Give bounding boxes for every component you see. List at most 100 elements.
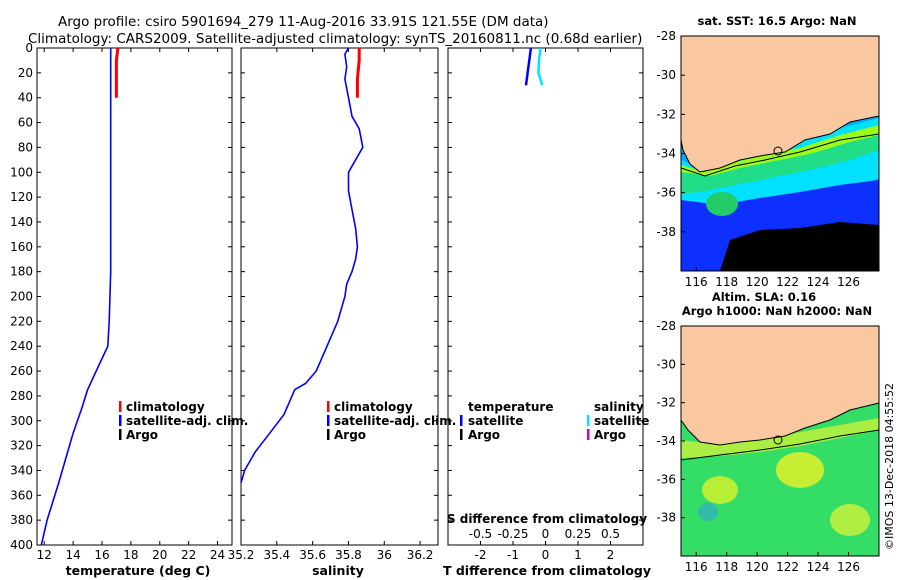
legend-swatch-climatology: [327, 401, 330, 412]
difference-plot-frame: [447, 47, 644, 546]
map-y-tick-label: -28: [656, 319, 676, 333]
map-y-tick-label: -30: [656, 357, 676, 371]
s-diff-tick-label: -0.5: [469, 527, 492, 541]
legend-label-climatology: climatology: [334, 400, 413, 414]
x-tick-label: 20: [152, 548, 167, 562]
s-diff-tick-label: 0.25: [565, 527, 592, 541]
depth-tick-label: 200: [10, 290, 33, 304]
sst-green-band: [681, 135, 879, 194]
depth-tick-label: 40: [18, 91, 33, 105]
sst-argo-marker: [773, 146, 783, 156]
legend-label-satellite: satellite-adj. clim.: [126, 414, 248, 428]
legend-swatch-satellite: [327, 415, 330, 426]
depth-tick-label: 380: [10, 513, 33, 527]
depth-tick-label: 300: [10, 414, 33, 428]
map-y-tick-label: -30: [656, 68, 676, 82]
map-y-tick-label: -34: [656, 147, 676, 161]
map-y-tick-label: -28: [656, 29, 676, 43]
imos-credit: ©IMOS 13-Dec-2018 04:55:52: [883, 383, 896, 550]
legend-swatch-t-argo: [460, 429, 463, 440]
difference-s-axis: -0.5 -0.25 0 0.25 0.5: [469, 527, 620, 541]
s-diff-tick-label: 0: [542, 527, 550, 541]
sla-yellow-patch-3: [830, 504, 870, 536]
x-tick-label: 35.2: [228, 548, 255, 562]
x-tick-label: 12: [37, 548, 52, 562]
map-y-tick-label: -36: [656, 472, 676, 486]
depth-tick-label: 80: [18, 140, 33, 154]
title-line-2: Climatology: CARS2009. Satellite-adjuste…: [28, 31, 642, 47]
map-x-tick-label: 122: [776, 275, 799, 289]
x-tick-label: 35.6: [299, 548, 326, 562]
sla-shelf-band: [681, 418, 879, 458]
sla-land: [681, 326, 879, 445]
sla-teal-patch: [698, 503, 718, 521]
x-tick-label: 16: [94, 548, 109, 562]
x-tick-label: 36.2: [407, 548, 434, 562]
depth-axis: 0 20 40 60 80 100 120 140 160 180 200 220 240 260 280 3…: [10, 41, 643, 552]
x-tick-label: 36: [377, 548, 392, 562]
sst-green-eddy: [706, 192, 738, 216]
depth-tick-label: 100: [10, 165, 33, 179]
map-x-tick-label: 126: [837, 560, 860, 574]
depth-tick-label: 140: [10, 215, 33, 229]
depth-tick-label: 400: [10, 538, 33, 552]
map-x-tick-label: 118: [715, 560, 738, 574]
legend-label-satellite: satellite-adj. clim.: [334, 414, 456, 428]
sla-argo-marker: [773, 435, 783, 445]
temperature-climatology-line: [114, 48, 120, 98]
legend-swatch-argo: [119, 429, 122, 440]
x-tick-label: 14: [65, 548, 80, 562]
depth-tick-label: 360: [10, 488, 33, 502]
depth-tick-label: 160: [10, 240, 33, 254]
sst-map-axes: 116 118 120 122 124 126 -28 -30 -32 -34 -36 -38: [656, 29, 860, 289]
map-x-tick-label: 116: [685, 275, 708, 289]
legend-label-t-satellite: satellite: [468, 414, 523, 428]
map-x-tick-label: 124: [807, 560, 830, 574]
sla-yellow-patch-2: [776, 452, 824, 488]
map-x-tick-label: 122: [776, 560, 799, 574]
legend-label-t-argo: Argo: [468, 428, 500, 442]
difference-xlabel: T difference from climatology: [443, 563, 651, 578]
sst-map: [680, 35, 880, 272]
map-x-tick-label: 126: [837, 275, 860, 289]
depth-tick-label: 340: [10, 463, 33, 477]
sst-contour: [680, 133, 880, 177]
salinity-legend: climatology satellite-adj. clim. Argo: [327, 400, 456, 442]
salinity-climatology-line: [355, 48, 361, 98]
temperature-difference-line: [524, 48, 533, 86]
x-tick-label: 1: [574, 548, 582, 562]
difference-s-xlabel: S difference from climatology: [447, 512, 647, 526]
legend-swatch-satellite: [119, 415, 122, 426]
sst-land: [681, 36, 879, 172]
x-tick-label: 22: [181, 548, 196, 562]
sla-map-title-1: Altim. SLA: 0.16: [712, 290, 816, 304]
map-y-tick-label: -38: [656, 225, 676, 239]
legend-swatch-s-satellite: [587, 415, 590, 426]
title-line-1: Argo profile: csiro 5901694_279 11-Aug-2…: [58, 14, 549, 30]
sla-map-axes: 116 118 120 122 124 126 -28 -30 -32 -34 -36 -38: [656, 319, 860, 574]
map-x-tick-label: 120: [746, 275, 769, 289]
sst-coastline: [680, 115, 880, 173]
legend-swatch-argo: [327, 429, 330, 440]
map-x-tick-label: 124: [807, 275, 830, 289]
x-tick-label: 24: [210, 548, 225, 562]
map-x-tick-label: 118: [715, 275, 738, 289]
map-y-tick-label: -34: [656, 434, 676, 448]
sla-yellow-patch-1: [702, 476, 738, 504]
depth-tick-label: 180: [10, 265, 33, 279]
depth-tick-label: 320: [10, 439, 33, 453]
sla-contour: [680, 429, 880, 461]
temperature-xlabel: temperature (deg C): [66, 563, 211, 578]
legend-group-salinity: salinity: [594, 400, 644, 414]
legend-group-temperature: temperature: [468, 400, 553, 414]
depth-tick-label: 260: [10, 364, 33, 378]
sst-map-title: sat. SST: 16.5 Argo: NaN: [697, 14, 856, 28]
legend-label-climatology: climatology: [126, 400, 205, 414]
map-y-tick-label: -38: [656, 511, 676, 525]
s-diff-tick-label: 0.5: [601, 527, 620, 541]
salinity-xlabel: salinity: [312, 563, 364, 578]
x-tick-label: 0: [542, 548, 550, 562]
depth-tick-label: 280: [10, 389, 33, 403]
temperature-satellite-line: [40, 48, 112, 545]
